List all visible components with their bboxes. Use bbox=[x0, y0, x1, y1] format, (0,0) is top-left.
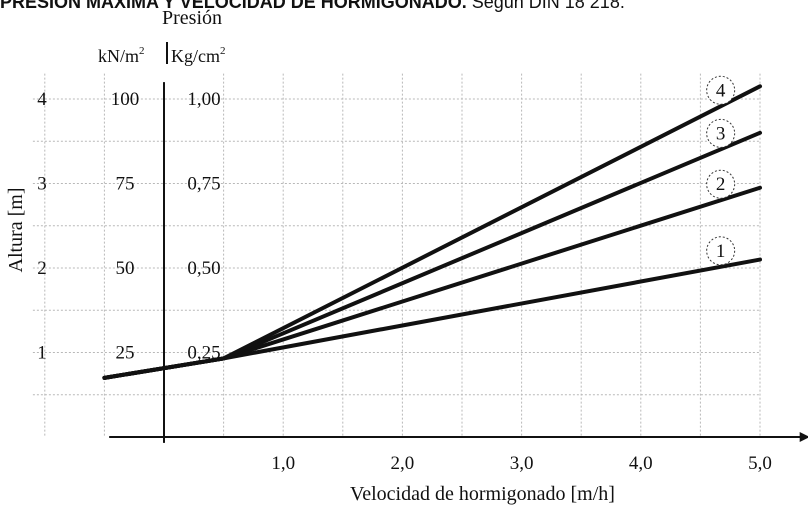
grid-lines bbox=[32, 73, 761, 437]
kg-tick-label: 1,00 bbox=[187, 89, 220, 110]
axis-labels: Presión kN/m2 Kg/cm2 Altura [m] Velocida… bbox=[5, 7, 615, 505]
series-marker-label-2: 2 bbox=[716, 174, 726, 195]
x-tick-label: 1,0 bbox=[271, 453, 295, 474]
x-tick-label: 2,0 bbox=[391, 453, 415, 474]
chart-title-rest: Según DIN 18 218. bbox=[466, 0, 625, 12]
kn-tick-label: 75 bbox=[116, 174, 135, 195]
altura-tick-label: 4 bbox=[37, 89, 47, 110]
kn-tick-label: 100 bbox=[111, 89, 140, 110]
series-marker-circle-1 bbox=[706, 236, 736, 266]
series-markers: 1 2 3 4 bbox=[706, 75, 736, 266]
kn-tick-label: 25 bbox=[116, 343, 135, 364]
series-line-3 bbox=[102, 130, 762, 380]
pressure-label: Presión bbox=[162, 7, 222, 29]
series-marker-circle-3 bbox=[706, 118, 736, 148]
altura-tick-label: 2 bbox=[37, 258, 47, 279]
series-line-4 bbox=[102, 84, 762, 380]
pressure-unit-kg-exponent: 2 bbox=[220, 45, 226, 57]
x-tick-label: 3,0 bbox=[510, 453, 534, 474]
series-lines bbox=[102, 84, 762, 380]
axes bbox=[109, 42, 808, 443]
series-marker-circle-2 bbox=[706, 169, 736, 199]
chart-title-bold: PRESIÓN MÁXIMA Y VELOCIDAD DE HORMIGONAD… bbox=[0, 0, 467, 12]
series-marker-circle-4 bbox=[706, 75, 736, 105]
series-marker-label-1: 1 bbox=[716, 241, 726, 262]
series-marker-label-3: 3 bbox=[716, 123, 726, 144]
pressure-unit-kg: Kg/cm2 bbox=[171, 45, 226, 66]
y-axis-label: Altura [m] bbox=[5, 188, 27, 273]
pressure-unit-kn: kN/m2 bbox=[98, 45, 145, 66]
x-axis-label: Velocidad de hormigonado [m/h] bbox=[350, 483, 615, 505]
pressure-unit-kn-text: kN/m bbox=[98, 46, 139, 66]
tick-labels: 1,0 2,0 3,0 4,0 5,01 25 0,252 50 0,503 75 0,754 100… bbox=[37, 89, 772, 474]
altura-tick-label: 3 bbox=[37, 174, 47, 195]
altura-tick-label: 1 bbox=[37, 343, 47, 364]
kg-tick-label: 0,75 bbox=[187, 174, 220, 195]
series-marker-label-4: 4 bbox=[716, 80, 726, 101]
kn-tick-label: 50 bbox=[116, 258, 135, 279]
pressure-unit-kg-text: Kg/cm bbox=[171, 46, 220, 66]
pressure-unit-kn-exponent: 2 bbox=[139, 45, 145, 57]
x-tick-label: 5,0 bbox=[748, 453, 772, 474]
x-tick-label: 4,0 bbox=[629, 453, 653, 474]
kg-tick-label: 0,50 bbox=[187, 258, 220, 279]
chart-title: PRESIÓN MÁXIMA Y VELOCIDAD DE HORMIGONAD… bbox=[0, 0, 808, 16]
